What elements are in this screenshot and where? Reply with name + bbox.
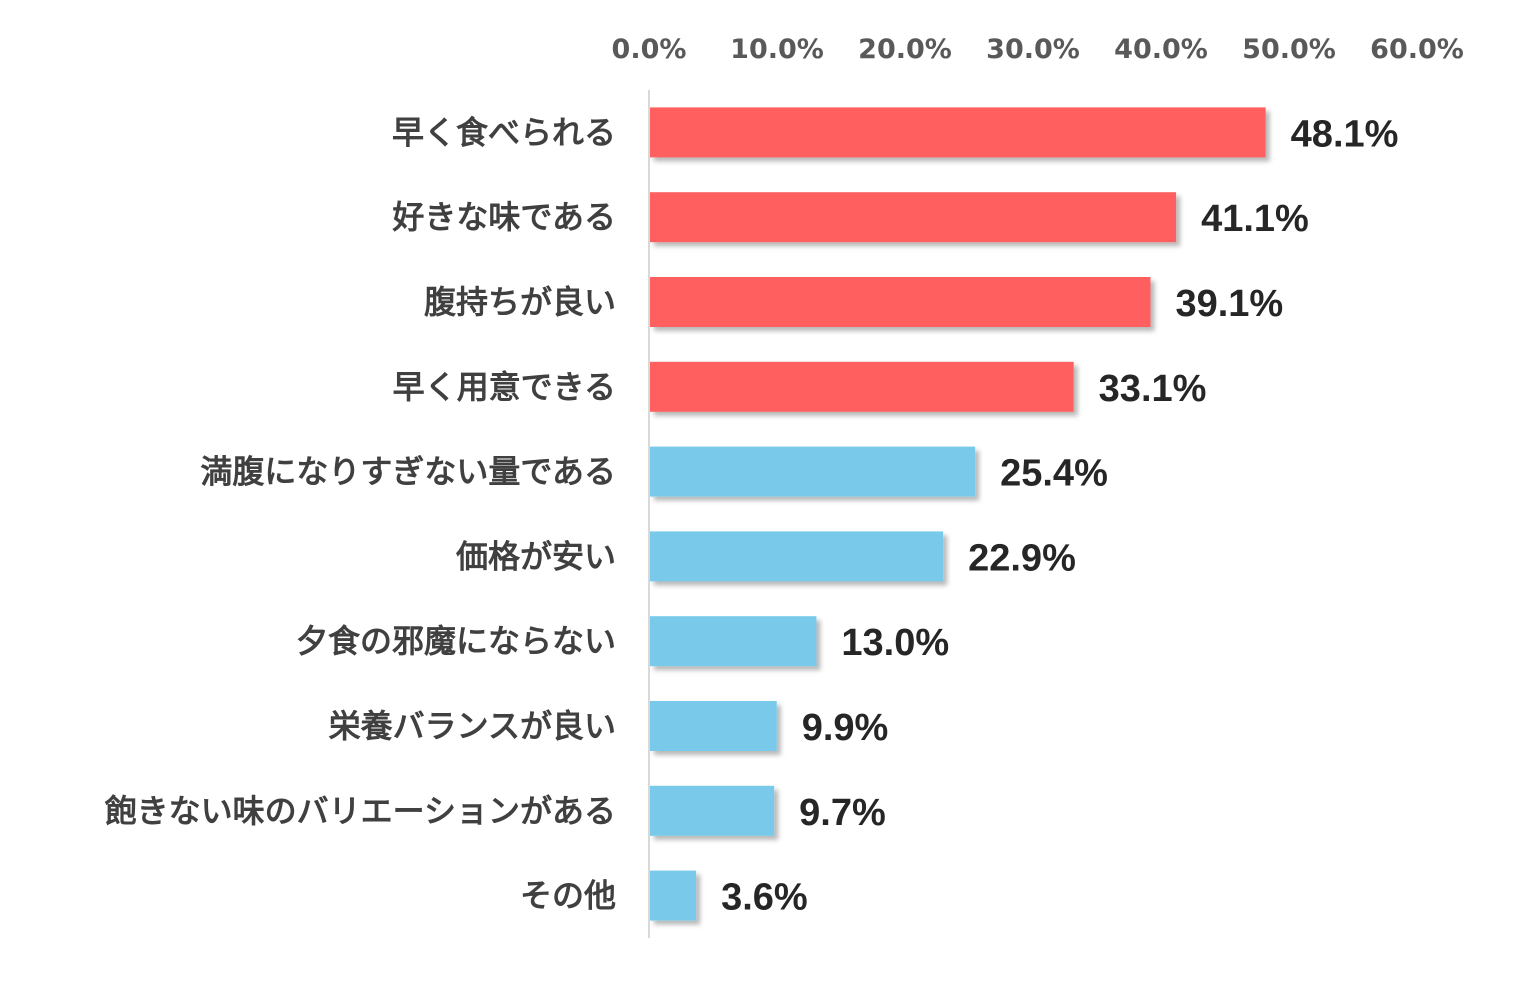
- bar: [650, 446, 976, 497]
- x-tick-label: 30.0%: [986, 34, 1080, 65]
- category-label: 早く用意できる: [393, 368, 616, 406]
- data-label: 13.0%: [841, 622, 949, 664]
- x-tick-label: 60.0%: [1370, 34, 1464, 65]
- bar-series: [650, 107, 1266, 921]
- data-label: 9.7%: [799, 792, 886, 834]
- data-label: 48.1%: [1291, 113, 1399, 155]
- category-label: 満腹になりすぎない量である: [200, 453, 616, 491]
- x-tick-label: 40.0%: [1114, 34, 1208, 65]
- category-label: 夕食の邪魔にならない: [296, 622, 616, 660]
- bar: [650, 616, 817, 667]
- data-label: 22.9%: [968, 537, 1076, 579]
- bar: [650, 785, 775, 836]
- category-label: 飽きない味のバリエーションがある: [105, 792, 616, 830]
- x-tick-label: 20.0%: [858, 34, 952, 65]
- x-tick-label: 10.0%: [730, 34, 824, 65]
- data-label: 41.1%: [1201, 198, 1309, 240]
- data-label: 39.1%: [1175, 283, 1283, 325]
- bar: [650, 361, 1074, 412]
- category-label: 価格が安い: [455, 537, 616, 575]
- data-label: 9.9%: [802, 707, 889, 749]
- bar: [650, 870, 697, 921]
- data-label: 33.1%: [1099, 368, 1207, 410]
- bar: [650, 277, 1151, 327]
- bar: [650, 192, 1177, 243]
- category-label: 腹持ちが良い: [424, 283, 616, 321]
- category-label: 好きな味である: [391, 198, 616, 236]
- category-label: 栄養バランスが良い: [329, 707, 616, 745]
- category-label: 早く食べられる: [392, 113, 616, 151]
- x-tick-label: 50.0%: [1242, 34, 1336, 65]
- data-label: 25.4%: [1000, 453, 1108, 495]
- data-label: 3.6%: [721, 877, 808, 919]
- category-label: その他: [520, 877, 616, 915]
- x-axis-ticks: 0.0% 10.0% 20.0% 30.0% 40.0% 50.0% 60.0%: [612, 34, 1464, 65]
- bar: [650, 107, 1266, 158]
- data-labels: 48.1% 41.1% 39.1% 33.1% 25.4% 22.9% 13.0% 9.9% 9…: [721, 113, 1398, 918]
- category-labels: 早く食べられる好きな味である腹持ちが良い早く用意できる満腹になりすぎない量である…: [105, 113, 616, 914]
- bar: [650, 531, 944, 582]
- x-tick-label: 0.0%: [612, 34, 687, 65]
- bar: [650, 701, 777, 751]
